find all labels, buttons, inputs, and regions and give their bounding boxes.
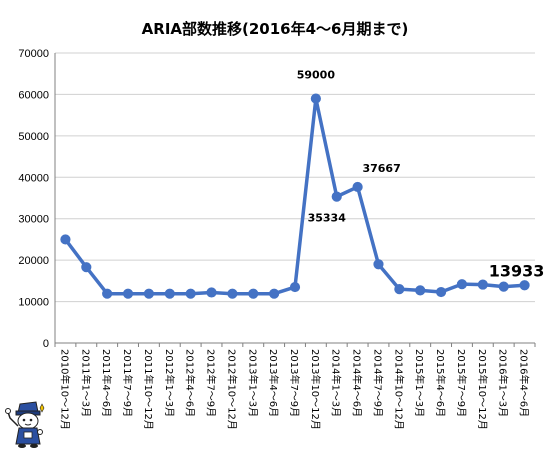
x-axis-tick-labels: 2010年10～12月 2011年1～3月 2011年4～6月 2011年7～9月 20… — [58, 349, 530, 430]
x-tick-label: 2010年10～12月 — [58, 349, 71, 430]
series-line-path — [64, 96, 525, 296]
chart-title: ARIA部数推移(2016年4～6月期まで) — [142, 20, 409, 38]
y-tick-label: 0 — [43, 338, 49, 350]
series-points — [60, 93, 530, 299]
data-label: 13933 — [489, 261, 545, 280]
data-point — [60, 234, 71, 245]
data-point — [435, 286, 447, 298]
data-point — [227, 288, 238, 299]
data-point — [373, 259, 384, 270]
x-tick-label: 2013年4～6月 — [267, 349, 280, 417]
grid-lines — [55, 52, 535, 303]
data-point — [248, 288, 259, 299]
x-tick-label: 2012年7～9月 — [205, 349, 218, 417]
x-tick-label: 2011年1～3月 — [79, 349, 92, 417]
y-tick-label: 40000 — [18, 172, 49, 184]
x-tick-label: 2015年4～6月 — [434, 349, 447, 417]
data-point — [331, 191, 342, 202]
data-point — [415, 285, 426, 296]
data-point — [498, 281, 509, 292]
x-tick-label: 2015年10～12月 — [476, 349, 489, 430]
data-point — [81, 262, 92, 273]
x-tick-label: 2012年10～12月 — [225, 349, 238, 430]
data-point — [394, 284, 405, 295]
cartoon-mascot-icon — [5, 401, 45, 448]
x-tick-label: 2014年10～12月 — [392, 349, 405, 430]
axes — [54, 53, 536, 347]
x-tick-label: 2014年4～6月 — [351, 349, 364, 417]
y-tick-label: 30000 — [18, 214, 49, 226]
data-label: 59000 — [297, 69, 336, 82]
series-line — [64, 96, 525, 296]
data-label: 37667 — [362, 162, 400, 175]
data-label: 35334 — [308, 212, 347, 225]
x-tick-label: 2014年1～3月 — [330, 349, 343, 417]
data-point — [269, 288, 280, 299]
data-point — [164, 288, 175, 299]
data-labels: 59000 35334 37667 13933 — [297, 69, 545, 281]
x-tick-label: 2011年7～9月 — [121, 349, 134, 417]
x-tick-label: 2012年4～6月 — [184, 349, 197, 417]
data-point — [122, 288, 134, 299]
data-point — [206, 287, 217, 298]
data-point — [289, 281, 301, 293]
data-point — [519, 280, 530, 291]
y-tick-label: 50000 — [18, 131, 49, 143]
x-tick-label: 2013年10～12月 — [309, 349, 322, 430]
data-point — [456, 279, 468, 290]
y-tick-label: 60000 — [18, 89, 49, 101]
x-tick-label: 2015年1～3月 — [413, 349, 426, 417]
data-point — [477, 279, 488, 290]
x-tick-label: 2012年1～3月 — [163, 349, 176, 417]
y-axis-tick-labels: 0 10000 20000 30000 40000 50000 60000 70000 — [18, 48, 49, 350]
y-tick-label: 70000 — [18, 48, 49, 60]
x-tick-label: 2016年4～6月 — [518, 349, 531, 417]
x-tick-label: 2013年7～9月 — [288, 349, 301, 417]
data-point — [185, 288, 196, 299]
y-tick-label: 10000 — [18, 297, 49, 309]
x-tick-label: 2013年1～3月 — [246, 349, 259, 417]
x-tick-label: 2011年4～6月 — [100, 349, 113, 417]
x-tick-label: 2015年7～9月 — [455, 349, 468, 417]
y-tick-label: 20000 — [18, 255, 49, 267]
x-tick-label: 2014年7～9月 — [371, 349, 384, 417]
data-point — [143, 288, 155, 299]
data-point — [102, 288, 113, 299]
data-point — [352, 181, 363, 193]
x-tick-label: 2016年1～3月 — [497, 349, 510, 417]
data-point — [310, 93, 321, 104]
x-tick-label: 2011年10～12月 — [142, 349, 155, 430]
